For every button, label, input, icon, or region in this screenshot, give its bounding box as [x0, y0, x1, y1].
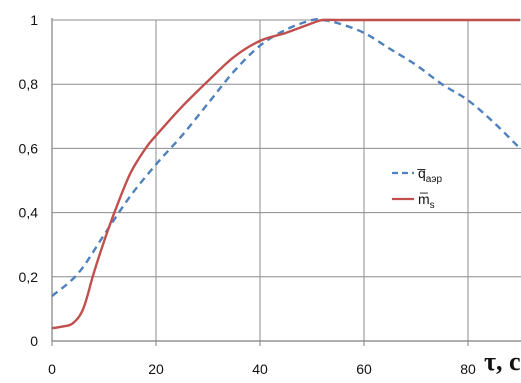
y-tick-label: 0,6 — [19, 140, 39, 156]
legend-label-q-aer-sub: аэр — [426, 174, 443, 185]
x-tick-label: 80 — [460, 361, 476, 377]
legend-label-q-aer-main: q̅ — [416, 165, 426, 181]
series-line-q-aer — [52, 17, 521, 297]
x-tick-label: 40 — [252, 361, 268, 377]
x-tick-label: 0 — [48, 361, 56, 377]
x-tick-label: 60 — [356, 361, 372, 377]
legend: q̅аэр m̅s — [392, 165, 442, 211]
gridlines — [52, 19, 521, 341]
y-tick-label: 1 — [30, 12, 38, 28]
y-tick-label: 0 — [30, 333, 38, 349]
axes — [51, 18, 521, 346]
tick-labels: 0 0,2 0,4 0,6 0,8 1 0 20 40 60 80 — [19, 12, 476, 377]
legend-label-q-aer: q̅аэр — [416, 165, 442, 185]
legend-label-m-s-main: m̅ — [418, 191, 430, 207]
y-tick-label: 0,4 — [19, 205, 39, 221]
legend-label-m-s-sub: s — [430, 200, 435, 211]
series-lines — [52, 17, 521, 330]
series-line-m-s — [52, 18, 520, 330]
y-tick-label: 0,8 — [19, 76, 39, 92]
y-tick-label: 0,2 — [19, 269, 39, 285]
legend-label-m-s: m̅s — [418, 191, 435, 211]
x-axis-title: τ, c — [484, 347, 521, 376]
x-tick-label: 20 — [148, 361, 164, 377]
